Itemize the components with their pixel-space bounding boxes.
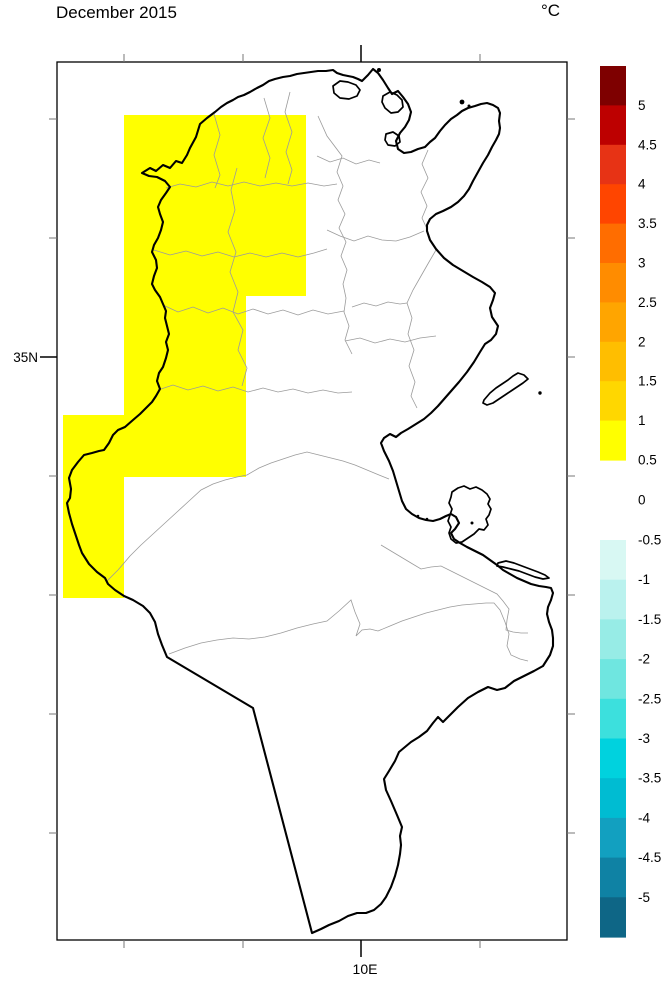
governorate-boundary	[380, 544, 528, 634]
governorate-boundary	[168, 599, 529, 662]
colorbar-cool-segment	[600, 738, 626, 779]
islet-dot	[538, 391, 542, 395]
colorbar-cool-segment	[600, 897, 626, 938]
island-outline	[496, 560, 550, 580]
governorate-boundary	[406, 249, 437, 409]
colorbar-label: 3	[638, 256, 646, 271]
colorbar-warm-segment	[600, 341, 626, 382]
colorbar-label: 5	[638, 98, 646, 113]
colorbar-warm-segment	[600, 302, 626, 343]
figure-title: December 2015	[56, 3, 177, 22]
colorbar-warm-segment	[600, 263, 626, 303]
x-axis-tick-label: 10E	[352, 961, 378, 977]
colorbar-label: -4	[638, 810, 650, 825]
governorate-boundary	[162, 304, 345, 316]
colorbar-label: 2	[638, 334, 646, 349]
colorbar-cool-segment	[600, 698, 626, 740]
islet-dot	[467, 104, 471, 108]
governorate-boundary	[420, 149, 429, 230]
colorbar-warm-segment	[600, 223, 626, 264]
plot-frame	[56, 61, 568, 941]
colorbar-cool-segment	[600, 619, 626, 660]
governorate-boundary	[165, 181, 338, 189]
colorbar-units-label: °C	[541, 1, 561, 20]
islet-dot	[416, 514, 420, 518]
islet-dot	[377, 68, 381, 72]
colorbar-zero-label: 0	[638, 493, 646, 508]
colorbar-label: -3.5	[638, 771, 661, 786]
colorbar-label: -2	[638, 652, 650, 667]
colorbar-warm-segment	[600, 184, 626, 225]
colorbar-warm-segment	[600, 381, 626, 422]
colorbar-warm-segment	[600, 105, 626, 146]
colorbar-cool-segment	[600, 540, 626, 581]
colorbar-warm-segment	[600, 144, 626, 185]
governorate-boundary	[153, 248, 328, 258]
colorbar-label: 4.5	[638, 137, 657, 152]
colorbar-cool-segment	[600, 778, 626, 819]
governorate-boundary	[316, 155, 381, 165]
colorbar-label: -4.5	[638, 850, 661, 865]
colorbar-label: -5	[638, 890, 650, 905]
governorate-boundary	[227, 167, 248, 387]
colorbar-label: -3	[638, 731, 650, 746]
colorbar-cool-segment	[600, 817, 626, 859]
colorbar-cool-segment	[600, 857, 626, 898]
colorbar-warm-segment	[600, 66, 626, 106]
colorbar-cool-segment	[600, 579, 626, 620]
anomaly-cell	[63, 477, 124, 598]
anomaly-cell	[63, 415, 246, 477]
colorbar-label: -0.5	[638, 533, 661, 548]
country-outline	[65, 67, 555, 935]
colorbar-label: 3.5	[638, 216, 657, 231]
colorbar-label: 1.5	[638, 374, 657, 389]
governorate-boundary	[262, 97, 271, 179]
colorbar-label: 2.5	[638, 295, 657, 310]
governorate-boundary	[284, 91, 293, 185]
colorbar-warm-segment	[600, 420, 626, 461]
islet-dot	[470, 521, 474, 525]
colorbar-label: -1	[638, 572, 650, 587]
anomaly-cell	[124, 296, 246, 415]
colorbar-label: -2.5	[638, 691, 661, 706]
island-outline	[482, 372, 529, 406]
lake-outline	[332, 80, 361, 100]
governorate-boundary	[213, 113, 221, 189]
y-axis-tick-label: 35N	[13, 350, 38, 365]
island-outline	[447, 485, 492, 544]
governorate-boundary	[157, 384, 353, 394]
islet-dot	[425, 517, 429, 521]
anomaly-cell	[124, 115, 306, 296]
governorate-boundary	[344, 335, 437, 344]
governorate-boundary	[351, 301, 408, 308]
colorbar-label: 0.5	[638, 453, 657, 468]
colorbar-label: 1	[638, 413, 646, 428]
colorbar-cool-segment	[600, 659, 626, 700]
colorbar-label: -1.5	[638, 612, 661, 627]
governorate-boundary	[326, 229, 425, 242]
governorate-boundary	[317, 115, 353, 355]
colorbar-label: 4	[638, 177, 646, 192]
governorate-boundary	[106, 451, 390, 582]
islet-dot	[459, 99, 465, 105]
lake-outline	[381, 91, 404, 114]
